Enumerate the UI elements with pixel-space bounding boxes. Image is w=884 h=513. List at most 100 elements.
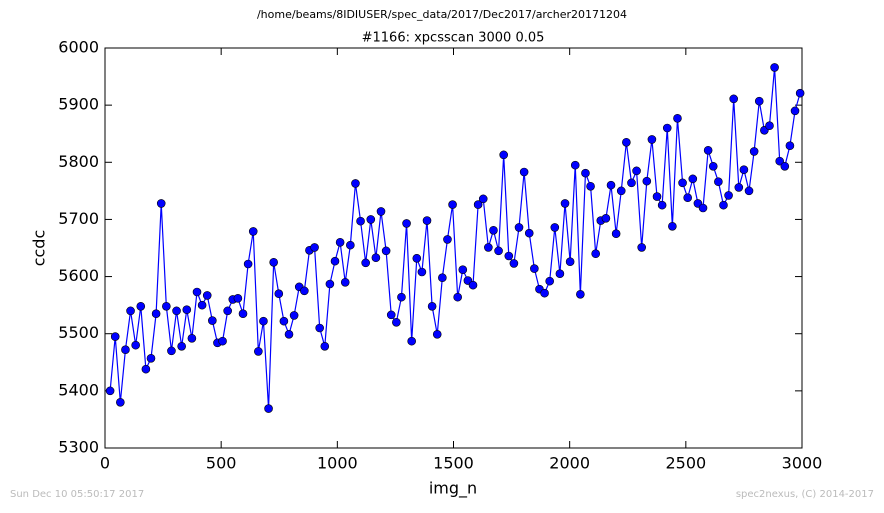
data-point [110, 332, 120, 341]
data-point [601, 213, 611, 223]
data-point [637, 243, 646, 252]
data-point [223, 306, 232, 316]
data-point [570, 160, 580, 170]
data-point [668, 221, 677, 231]
y-axis-label: ccdc [30, 230, 49, 267]
data-point [540, 288, 549, 298]
data-point [351, 179, 360, 188]
series-line [109, 67, 801, 409]
data-point [116, 397, 125, 407]
footer-date: Sun Dec 10 05:50:17 2017 [10, 489, 144, 500]
data-point [519, 167, 529, 177]
data-point [121, 345, 130, 355]
data-point [422, 216, 432, 225]
data-point [703, 145, 713, 155]
data-point [790, 106, 800, 116]
data-point [785, 141, 795, 151]
x-tick-label: 500 [206, 454, 237, 473]
data-point [248, 227, 258, 236]
data-point [724, 191, 733, 200]
x-tick-label: 2000 [549, 454, 590, 473]
data-point [657, 200, 667, 210]
data-point [458, 265, 468, 275]
data-point [754, 96, 764, 106]
data-point [509, 259, 519, 268]
data-point [647, 135, 657, 144]
data-point [698, 203, 708, 213]
data-point [560, 199, 570, 208]
data-point [555, 269, 565, 279]
data-point [259, 316, 268, 326]
data-point [218, 336, 227, 346]
data-point [683, 193, 692, 203]
data-point [443, 235, 452, 244]
data-point [361, 258, 370, 268]
data-point [356, 216, 365, 226]
data-point [642, 176, 652, 186]
data-point [172, 306, 181, 316]
x-tick-label: 1500 [433, 454, 474, 473]
data-point [397, 292, 406, 302]
data-point [662, 123, 672, 133]
y-tick-label: 5400 [58, 380, 99, 399]
data-point [284, 329, 294, 339]
data-point [238, 309, 248, 319]
data-point [739, 165, 749, 175]
data-point [688, 174, 698, 184]
chart-title: #1166: xpcsscan 3000 0.05 [362, 31, 545, 46]
footer-credit: spec2nexus, (C) 2014-2017 [736, 489, 874, 500]
data-point [453, 292, 462, 302]
data-point [524, 228, 534, 238]
x-tick-label: 3000 [782, 454, 823, 473]
x-tick-label: 1000 [317, 454, 358, 473]
data-point [156, 199, 166, 208]
data-point [468, 280, 478, 290]
data-point [765, 121, 774, 131]
data-point [320, 341, 330, 351]
data-point [330, 256, 340, 266]
data-point [167, 346, 176, 356]
data-point [325, 279, 335, 289]
data-point [494, 246, 503, 256]
data-point [402, 219, 411, 228]
data-point [545, 276, 554, 286]
data-point [243, 259, 253, 269]
data-point [627, 178, 636, 188]
x-axis-label: img_n [429, 479, 477, 499]
data-point [151, 309, 161, 319]
data-point [381, 246, 391, 256]
data-point [202, 291, 212, 300]
data-point [678, 178, 687, 188]
data-point [795, 88, 805, 98]
y-tick-label: 5700 [58, 209, 99, 228]
data-point [315, 323, 324, 333]
data-point [177, 341, 186, 351]
data-point [279, 316, 289, 326]
data-point [714, 177, 723, 187]
data-point [565, 257, 575, 267]
y-tick-label: 5300 [58, 438, 99, 457]
data-point [366, 215, 376, 224]
y-tick-label: 5500 [58, 323, 99, 342]
data-point [254, 347, 263, 356]
data-point [514, 223, 524, 232]
data-point [775, 156, 784, 166]
data-point [427, 301, 437, 311]
data-point [652, 192, 662, 201]
x-tick-label: 0 [100, 454, 110, 473]
data-point [504, 251, 514, 261]
data-point [310, 243, 319, 252]
data-point [233, 293, 243, 303]
data-point [708, 161, 718, 171]
data-point [386, 310, 396, 320]
data-point [530, 264, 539, 273]
data-point [182, 305, 192, 315]
data-point [340, 277, 350, 287]
data-point [392, 317, 401, 327]
x-tick-label: 2500 [665, 454, 706, 473]
data-point [484, 243, 493, 252]
data-point [749, 147, 759, 156]
data-point [550, 223, 560, 232]
data-point [105, 386, 115, 396]
